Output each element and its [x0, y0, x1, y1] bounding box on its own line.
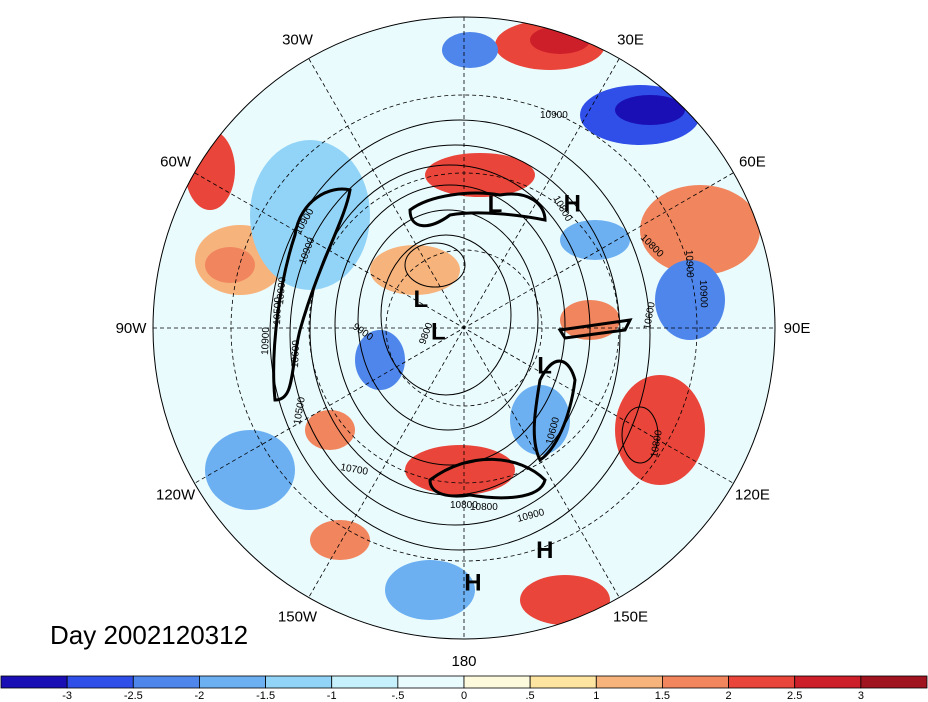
height-contours [269, 119, 659, 551]
longitude-label: 150W [278, 608, 318, 625]
colorbar-swatch [794, 675, 862, 689]
colorbar-swatch [463, 675, 531, 689]
colorbar-tick-label: 0 [461, 690, 467, 702]
longitude-label: 0 [460, 0, 468, 4]
colorbar-swatch [199, 675, 266, 689]
longitude-label: 60W [160, 154, 192, 171]
colorbar-tick-label: .5 [526, 690, 535, 702]
colorbar-swatch [397, 675, 465, 689]
colorbar-tick-label: 2.5 [787, 690, 802, 702]
anomaly-field [185, 20, 760, 625]
contour-label: 10800 [649, 429, 665, 459]
contour-label: 10600 [642, 301, 658, 331]
graticule [153, 17, 775, 639]
colorbar-tick-label: -3 [62, 690, 72, 702]
colorbar-tick-label: 2 [726, 690, 732, 702]
high-pressure-label: H [536, 537, 553, 564]
contour-label: 10500 [272, 296, 284, 325]
colorbar-tick-label: -1.5 [256, 690, 275, 702]
longitude-label: 90W [116, 320, 148, 337]
contour-label: 10900 [697, 280, 709, 309]
contour-label: 10900 [540, 110, 568, 121]
map-boundary [152, 16, 776, 640]
colorbar-swatch [66, 675, 134, 689]
contour-label: 10500 [292, 396, 308, 426]
contour-label: 10700 [339, 462, 369, 478]
colorbar-swatch [529, 675, 597, 689]
low-pressure-label: L [431, 319, 446, 346]
contour-label: 10900 [275, 276, 288, 305]
contour-label: 10900 [683, 250, 695, 279]
colorbar-tick-label: 1.5 [655, 690, 670, 702]
colorbar-tick-label: -2 [195, 690, 205, 702]
colorbar-swatch [728, 675, 796, 689]
longitude-label: 180 [451, 653, 476, 670]
longitude-label: 120E [735, 487, 770, 504]
colorbar-tick-label: -1 [327, 690, 337, 702]
colorbar-swatch [331, 675, 399, 689]
map-title: Day 2002120312 [50, 620, 249, 650]
high-pressure-label: H [564, 191, 581, 218]
colorbar-tick-label: -2.5 [124, 690, 143, 702]
low-pressure-label: L [488, 191, 503, 218]
colorbar-tick-label: -.5 [391, 690, 404, 702]
longitude-label: 60E [739, 154, 766, 171]
contour-label: 10800 [450, 500, 478, 511]
longitude-label: 30E [617, 32, 644, 49]
longitude-label: 30W [282, 32, 314, 49]
colorbar-tick-label: 1 [593, 690, 599, 702]
longitude-label: 150E [613, 608, 648, 625]
colorbar-swatch [595, 675, 663, 689]
colorbar-swatch [132, 675, 200, 689]
contour-label: 10900 [260, 326, 272, 355]
colorbar-swatch [265, 675, 333, 689]
contour-label: 10800 [470, 502, 498, 513]
colorbar-swatch [860, 675, 928, 689]
longitude-label: 90E [784, 320, 811, 337]
low-pressure-label: L [537, 353, 552, 380]
longitude-label: 120W [156, 487, 196, 504]
longitude-labels: 90E 60E 30E 0 30W 60W 90W 120W 150W 180 150E 120E [116, 0, 811, 670]
low-pressure-label: L [413, 286, 428, 313]
colorbar-tick-label: 3 [858, 690, 864, 702]
contour-label: 10600 [290, 339, 302, 368]
high-pressure-label: H [464, 570, 481, 597]
colorbar-swatch [0, 675, 68, 689]
colorbar-swatch [662, 675, 729, 689]
